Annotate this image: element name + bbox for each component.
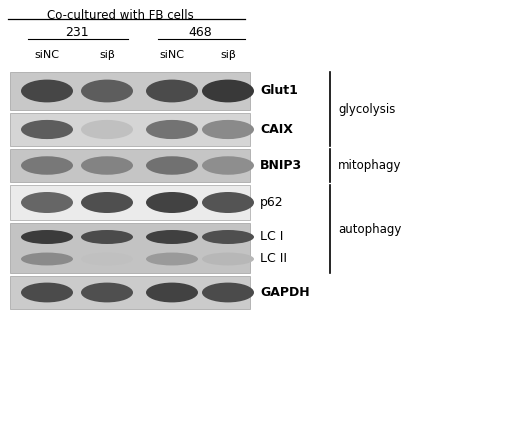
Bar <box>10 113 250 146</box>
Ellipse shape <box>146 192 198 213</box>
Text: Glut1: Glut1 <box>260 85 298 98</box>
Ellipse shape <box>81 192 133 213</box>
Bar <box>10 276 250 309</box>
Bar <box>10 72 250 110</box>
Text: siNC: siNC <box>160 50 184 60</box>
Text: GAPDH: GAPDH <box>260 286 310 299</box>
Text: LC II: LC II <box>260 253 287 266</box>
Ellipse shape <box>81 156 133 175</box>
Text: BNIP3: BNIP3 <box>260 159 302 172</box>
Ellipse shape <box>21 283 73 302</box>
Ellipse shape <box>81 80 133 103</box>
Bar <box>10 149 250 182</box>
Ellipse shape <box>21 156 73 175</box>
Ellipse shape <box>202 253 254 265</box>
Text: p62: p62 <box>260 196 284 209</box>
Ellipse shape <box>21 80 73 103</box>
Ellipse shape <box>146 230 198 244</box>
Ellipse shape <box>81 120 133 139</box>
Text: Co-cultured with FB cells: Co-cultured with FB cells <box>47 9 193 22</box>
Text: siβ: siβ <box>99 50 115 60</box>
Ellipse shape <box>81 230 133 244</box>
Text: mitophagy: mitophagy <box>338 159 402 172</box>
Text: CAIX: CAIX <box>260 123 293 136</box>
Bar <box>10 185 250 220</box>
Text: glycolysis: glycolysis <box>338 103 395 116</box>
Ellipse shape <box>21 120 73 139</box>
Text: 468: 468 <box>188 26 212 39</box>
Ellipse shape <box>202 230 254 244</box>
Text: LC I: LC I <box>260 231 284 244</box>
Ellipse shape <box>146 283 198 302</box>
Ellipse shape <box>146 80 198 103</box>
Ellipse shape <box>202 283 254 302</box>
Text: siNC: siNC <box>35 50 59 60</box>
Ellipse shape <box>202 120 254 139</box>
Ellipse shape <box>146 156 198 175</box>
Text: 231: 231 <box>65 26 89 39</box>
Ellipse shape <box>21 230 73 244</box>
Ellipse shape <box>81 253 133 265</box>
Bar <box>10 223 250 273</box>
Ellipse shape <box>21 253 73 265</box>
Ellipse shape <box>21 192 73 213</box>
Text: autophagy: autophagy <box>338 223 402 236</box>
Text: siβ: siβ <box>220 50 236 60</box>
Ellipse shape <box>146 253 198 265</box>
Ellipse shape <box>81 283 133 302</box>
Ellipse shape <box>146 120 198 139</box>
Ellipse shape <box>202 80 254 103</box>
Ellipse shape <box>202 156 254 175</box>
Ellipse shape <box>202 192 254 213</box>
